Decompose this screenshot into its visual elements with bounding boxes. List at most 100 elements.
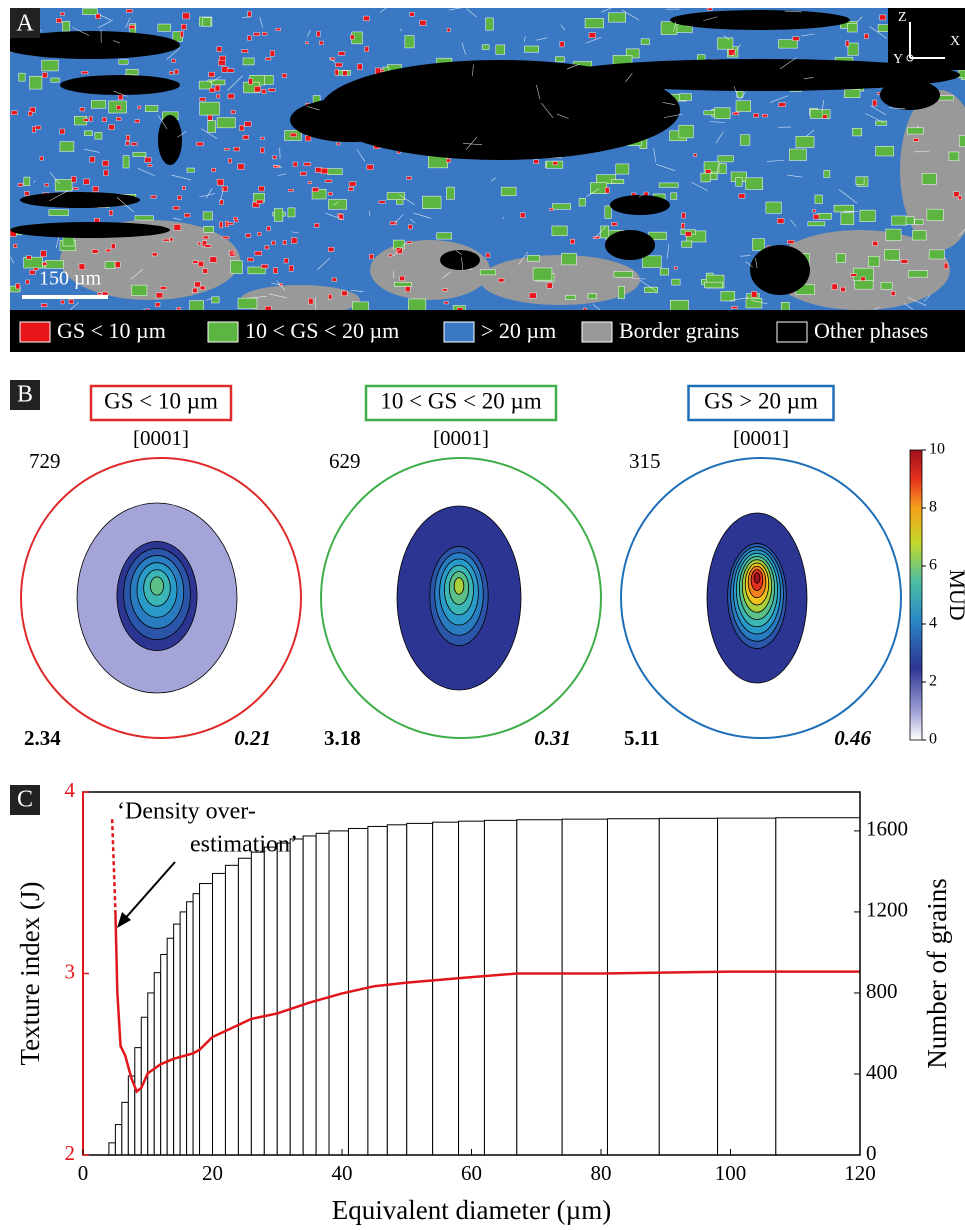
grain-boundary [306,30,311,37]
grain-boundary [172,217,182,221]
grain [109,210,114,216]
grain [604,187,610,194]
grain-boundary [907,296,927,306]
grain [223,148,230,151]
grain [216,117,236,129]
pole-direction: [0001] [133,426,189,450]
other-phase [320,60,680,160]
grain [288,265,294,272]
grain [162,238,170,242]
grain-boundary [638,194,644,198]
grain [304,41,309,45]
grain-boundary [769,95,789,103]
grain [150,195,157,199]
grain [196,141,204,147]
grain [125,69,139,76]
pole-title: GS > 20 µm [704,388,818,413]
legend-swatch [581,321,613,343]
grain [23,176,31,186]
annotation: estimation’ [190,832,298,858]
grain [290,237,298,244]
grain [273,165,281,168]
grain [125,9,133,13]
colorbar [909,449,923,741]
y-tick-label: 4 [65,778,76,802]
grain [202,268,208,274]
grain-boundary [393,214,404,225]
grain [247,35,252,41]
grain-boundary [585,36,602,44]
grain [81,71,89,75]
grain-boundary [703,16,718,21]
grain-boundary [333,201,339,206]
grain [29,270,36,275]
annotation-arrowhead [117,912,131,928]
x-tick-label: 20 [202,1161,223,1185]
grain-boundary [157,114,168,130]
grain [389,221,397,225]
grain-boundary [171,174,192,181]
grain [681,222,685,229]
grain [840,212,855,225]
grain-boundary [502,216,505,219]
grain [399,275,405,281]
grain [921,173,937,185]
grain-boundary [461,42,466,55]
x-tick-label: 40 [332,1161,353,1185]
grain-boundary [523,36,526,42]
pole-figures: GS < 10 µm [0001] 729 2.34 0.21 10 < GS < 20 … [20,384,902,750]
y2-tick-label: 400 [866,1060,898,1084]
grain [342,70,348,76]
grain [252,201,260,208]
grain [222,236,230,239]
grain [552,161,558,166]
grain [789,148,807,161]
grain [670,192,678,200]
grain [180,24,187,30]
grain [812,209,817,213]
grain [408,298,427,310]
histogram-bar [289,838,304,1156]
grain [908,270,929,278]
grain [855,176,865,185]
grain [352,301,369,310]
panel-label: B [17,382,33,408]
grain [189,300,204,310]
grain [237,163,245,170]
grain [364,46,369,52]
histogram-bar [432,821,460,1156]
grain [116,117,122,121]
grain-boundary [356,148,366,162]
grain [814,194,823,204]
y-tick-label: 3 [65,959,76,983]
grain-boundary [733,86,740,100]
grain [678,124,694,139]
colorbar-ticks: 0 2 4 6 8 10 [922,441,945,748]
grain [533,159,539,164]
grain [247,11,252,18]
grain [192,260,199,264]
grain [192,287,198,293]
grain [144,157,152,163]
grain [83,178,90,185]
grain [327,247,335,252]
histogram-bar [458,820,485,1156]
grain [25,279,30,285]
grain [42,262,47,266]
grain [211,168,216,172]
grain [500,186,517,196]
pole-direction: [0001] [733,426,789,450]
grain [108,124,115,130]
pole-title: 10 < GS < 20 µm [380,388,541,413]
grain [111,243,116,249]
grain [59,128,65,135]
grain [39,156,44,161]
legend-label: Border grains [619,318,739,343]
grain-boundary [536,37,548,41]
histogram-bar [192,893,201,1156]
max-density: 5.11 [624,726,660,750]
grain-boundary [490,177,496,182]
grain [216,94,221,99]
grain [324,179,333,183]
histogram-bar [483,819,518,1156]
